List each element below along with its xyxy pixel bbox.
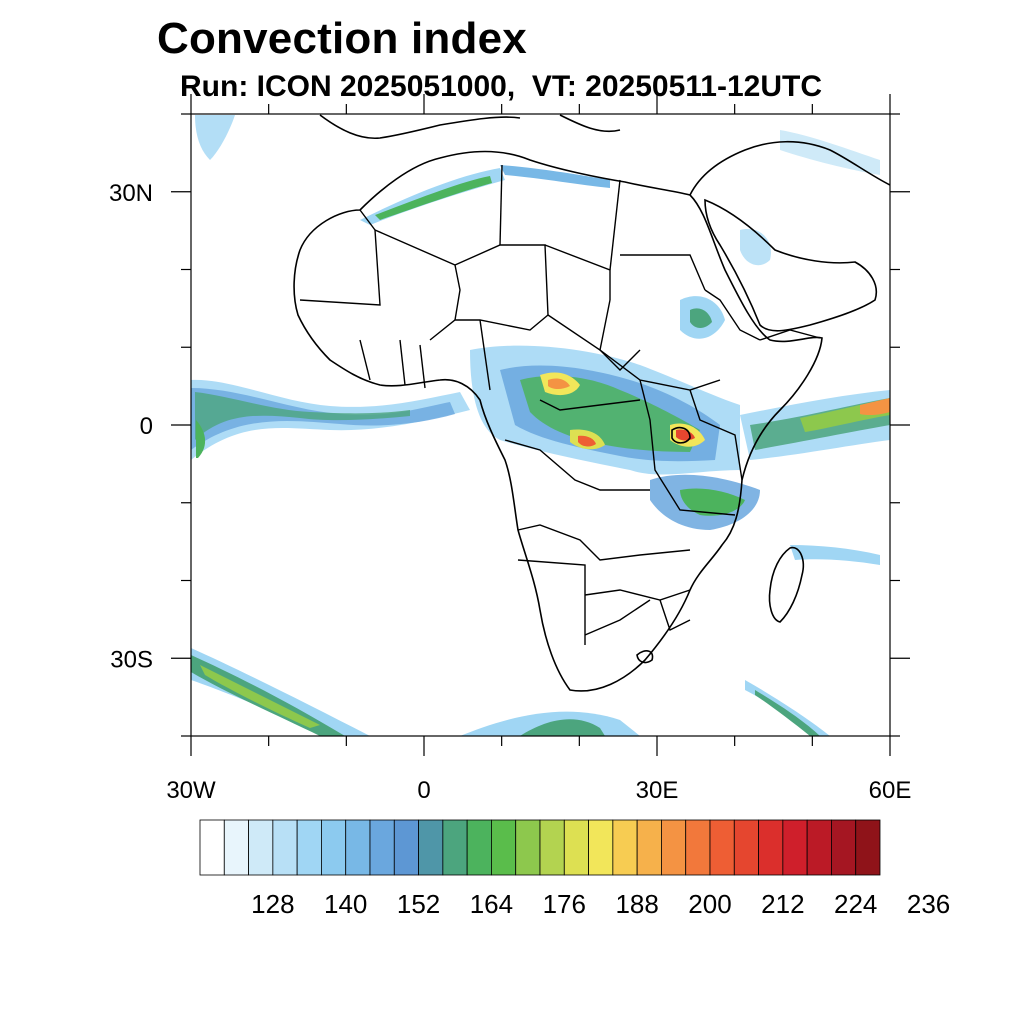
colorbar-box <box>248 819 274 876</box>
colorbar-labels: 128 140 152 164 176 188 200 212 224 236 <box>251 889 950 919</box>
colorbar-label: 188 <box>615 889 658 919</box>
colorbar-box <box>199 819 225 876</box>
colorbar-box <box>588 819 614 876</box>
map-title: Convection index <box>157 14 527 63</box>
colorbar-box <box>442 819 468 876</box>
colorbar-box <box>515 819 541 876</box>
colorbar-label: 152 <box>397 889 440 919</box>
colorbar-box <box>831 819 857 876</box>
colorbar-box <box>806 819 832 876</box>
colorbar-label: 212 <box>761 889 804 919</box>
colorbar-box <box>758 819 784 876</box>
colorbar-box <box>661 819 687 876</box>
colorbar-box <box>636 819 662 876</box>
colorbar-label: 176 <box>543 889 586 919</box>
colorbar-box <box>369 819 395 876</box>
colorbar-box <box>491 819 517 876</box>
colorbar-label: 200 <box>688 889 731 919</box>
colorbar-box <box>466 819 492 876</box>
colorbar-box <box>733 819 759 876</box>
colorbar-box <box>223 819 249 876</box>
lon-tick-label: 30E <box>636 777 679 804</box>
colorbar-box <box>272 819 298 876</box>
colorbar-box <box>782 819 808 876</box>
lon-tick-label: 0 <box>417 777 430 804</box>
colorbar-label: 140 <box>324 889 367 919</box>
colorbar-box <box>563 819 589 876</box>
lat-tick-label: 0 <box>140 413 153 440</box>
lon-tick-label: 60E <box>869 777 912 804</box>
colorbar-label: 224 <box>834 889 877 919</box>
colorbar-label: 128 <box>251 889 294 919</box>
colorbar-box <box>345 819 371 876</box>
colorbar-label: 164 <box>470 889 513 919</box>
map-subtitle: Run: ICON 2025051000, VT: 20250511-12UTC <box>180 70 822 103</box>
colorbar-label: 236 <box>907 889 950 919</box>
colorbar-box <box>709 819 735 876</box>
axis-tick-labels: 30N 0 30S 30W 0 30E 60E <box>109 180 911 804</box>
colorbar-box <box>539 819 565 876</box>
lon-tick-label: 30W <box>166 777 216 804</box>
colorbar-box <box>612 819 638 876</box>
axis-ticks <box>171 94 910 756</box>
country-borders <box>299 164 821 645</box>
colorbar-box <box>685 819 711 876</box>
colorbar-box <box>321 819 347 876</box>
colorbar-box <box>855 819 881 876</box>
lat-tick-label: 30S <box>110 646 153 673</box>
colorbar-box <box>296 819 322 876</box>
colorbar <box>199 819 881 876</box>
convection-field <box>191 115 890 736</box>
map-panel: 30N 0 30S 30W 0 30E 60E <box>109 94 911 804</box>
lat-tick-label: 30N <box>109 180 153 207</box>
coastlines <box>293 114 890 692</box>
colorbar-box <box>393 819 419 876</box>
colorbar-box <box>418 819 444 876</box>
